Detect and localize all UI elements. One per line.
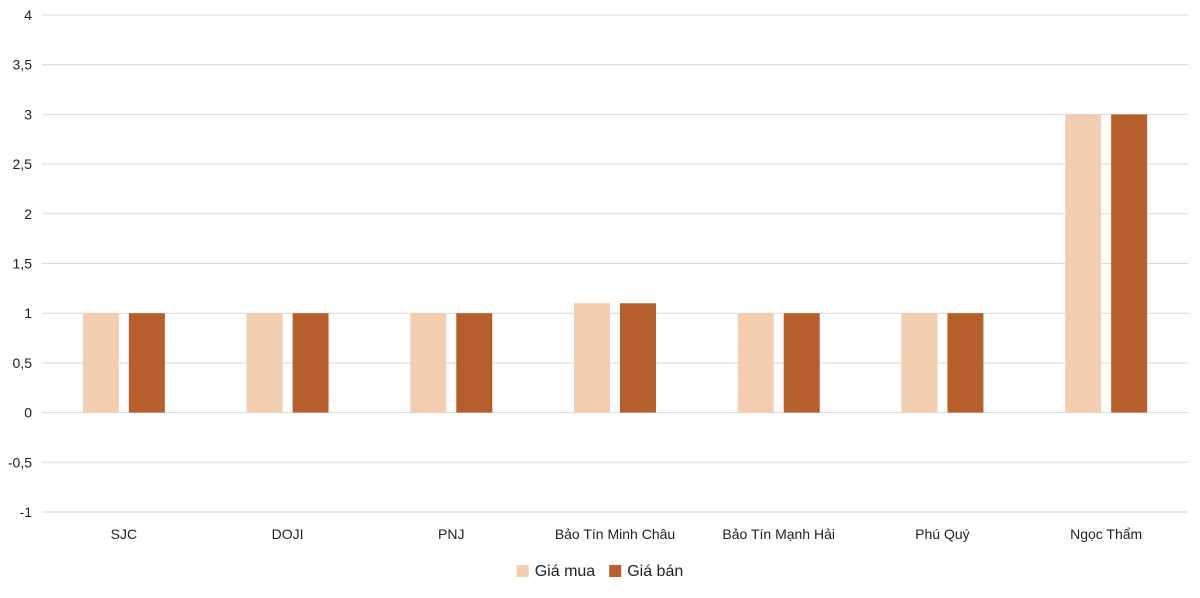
x-category-label: Bảo Tín Mạnh Hải bbox=[722, 526, 835, 542]
bar-gia-mua-6 bbox=[1065, 114, 1102, 413]
legend-swatch-gia-ban bbox=[609, 565, 622, 577]
x-category-label: Bảo Tín Minh Châu bbox=[555, 526, 675, 542]
x-category-label: PNJ bbox=[438, 526, 464, 542]
bar-gia-mua-4 bbox=[737, 313, 774, 413]
bar-gia-mua-0 bbox=[82, 313, 119, 413]
y-tick-label: 1 bbox=[24, 305, 32, 321]
bars bbox=[82, 114, 1148, 413]
bar-gia-mua-1 bbox=[246, 313, 283, 413]
y-tick-label: 2 bbox=[24, 206, 32, 222]
y-tick-label: 0,5 bbox=[13, 355, 33, 371]
bar-gia-ban-0 bbox=[128, 313, 165, 413]
bar-gia-mua-5 bbox=[901, 313, 938, 413]
bar-gia-ban-4 bbox=[783, 313, 820, 413]
y-tick-label: 3 bbox=[24, 106, 32, 122]
legend-label-gia-mua: Giá mua bbox=[535, 563, 596, 580]
y-tick-label: 4 bbox=[24, 7, 32, 23]
x-category-label: SJC bbox=[111, 526, 137, 542]
y-tick-label: 2,5 bbox=[13, 156, 33, 172]
legend-swatch-gia-mua bbox=[516, 565, 529, 577]
bar-gia-ban-6 bbox=[1111, 114, 1148, 413]
legend-label-gia-ban: Giá bán bbox=[627, 563, 683, 580]
y-tick-label: 1,5 bbox=[13, 256, 33, 272]
gridlines bbox=[42, 14, 1188, 513]
x-category-label: Phú Quý bbox=[915, 526, 969, 542]
y-tick-label: -0,5 bbox=[8, 454, 32, 470]
legend: Giá mua Giá bán bbox=[516, 563, 683, 580]
x-axis-category-labels: SJC DOJI PNJ Bảo Tín Minh Châu Bảo Tín Mạnh … bbox=[111, 526, 1143, 542]
x-category-label: DOJI bbox=[272, 526, 304, 542]
bar-gia-ban-1 bbox=[292, 313, 329, 413]
y-tick-label: 3,5 bbox=[13, 57, 33, 73]
bar-gia-ban-3 bbox=[620, 303, 656, 413]
x-category-label: Ngọc Thẩm bbox=[1070, 526, 1142, 542]
y-tick-label: 0 bbox=[24, 405, 32, 421]
y-tick-label: -1 bbox=[20, 504, 33, 520]
bar-gia-ban-5 bbox=[947, 313, 984, 413]
bar-gia-ban-2 bbox=[456, 313, 493, 413]
y-axis-tick-labels: -1 -0,5 0 0,5 1 1,5 2 2,5 3 3,5 4 bbox=[8, 7, 32, 520]
bar-gia-mua-2 bbox=[410, 313, 447, 413]
bar-gia-mua-3 bbox=[574, 303, 610, 413]
